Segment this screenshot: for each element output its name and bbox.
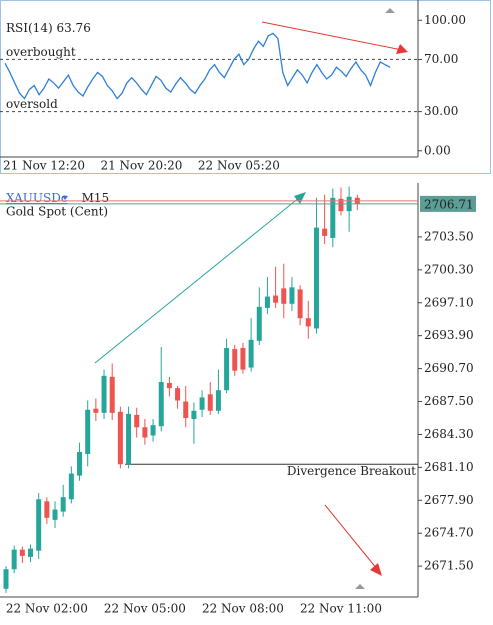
x-tick-label: 22 Nov 05:20 [198, 159, 280, 173]
y-tick-label: 2681.10 [424, 460, 474, 474]
y-tick-label: 2671.50 [424, 559, 474, 573]
candle-body [101, 375, 107, 413]
arrow-head [294, 192, 306, 204]
candle-body [166, 383, 172, 389]
last-price-label: 2706.71 [424, 197, 474, 211]
candle-body [232, 349, 238, 371]
candle-body [338, 198, 344, 212]
timeframe: M15 [82, 191, 110, 205]
candle-body [207, 394, 213, 411]
candle-body [313, 227, 319, 329]
indicator-header: RSI(14) 63.76 [6, 21, 91, 35]
candle-body [330, 197, 336, 238]
last-price-box [420, 195, 476, 212]
candle-body [305, 318, 311, 327]
y-tick-label: 2690.70 [424, 361, 474, 375]
candle-body [126, 413, 132, 465]
y-tick-label: 2703.50 [424, 229, 474, 243]
symbol-header: XAUUSDc M15 [6, 191, 109, 205]
candle-body [28, 548, 34, 557]
y-tick-label: 2693.90 [424, 328, 474, 342]
y-tick-label: 2697.10 [424, 295, 474, 309]
candle-body [77, 451, 83, 476]
candle-body [117, 411, 123, 465]
candle-body [3, 569, 9, 589]
candle-body [68, 473, 74, 500]
rsi-line [4, 32, 391, 100]
trend-arrow [324, 504, 378, 570]
candle-body [281, 288, 287, 304]
candle-body [36, 499, 42, 551]
level-label: overbought [6, 45, 76, 59]
candle-body [215, 390, 221, 411]
candle-body [175, 388, 181, 401]
candle-body [191, 410, 197, 420]
candle-body [19, 549, 25, 556]
candle-body [134, 414, 140, 428]
x-tick-label: 21 Nov 20:20 [100, 159, 182, 173]
candle-body [273, 295, 279, 303]
level-label: oversold [6, 97, 58, 111]
x-tick-label: 22 Nov 02:00 [6, 602, 88, 616]
candle-body [52, 509, 58, 520]
candle-body [109, 376, 115, 413]
y-tick-label: 2674.70 [424, 526, 474, 540]
indicator-value: 63.76 [56, 21, 90, 35]
candle-body [224, 348, 230, 391]
arrow-head [370, 563, 382, 576]
y-tick-label: 0.00 [424, 143, 451, 157]
annotation-label: Divergence Breakout [287, 464, 416, 478]
y-tick-label: 2687.50 [424, 394, 474, 408]
candle-body [44, 501, 50, 518]
x-tick-label: 22 Nov 11:00 [300, 602, 382, 616]
candle-body [240, 348, 246, 370]
candle-body [158, 381, 164, 427]
candle-body [93, 408, 99, 413]
trend-arrow [261, 21, 403, 51]
indicator-frame [0, 0, 491, 174]
candle-body [60, 497, 66, 512]
candle-body [256, 306, 262, 341]
candle-body [183, 401, 189, 418]
x-tick-label: 22 Nov 08:00 [202, 602, 284, 616]
y-tick-label: 30.00 [424, 104, 458, 118]
x-tick-label: 22 Nov 05:00 [104, 602, 186, 616]
candle-body [297, 289, 303, 319]
indicator-name: RSI(14) [6, 21, 53, 35]
candle-body [150, 425, 156, 436]
candle-body [199, 397, 205, 410]
description: Gold Spot (Cent) [6, 205, 108, 219]
y-tick-label: 100.00 [424, 13, 466, 27]
symbol-dropdown[interactable] [62, 196, 68, 200]
candle-body [11, 549, 17, 570]
y-tick-label: 2677.90 [424, 493, 474, 507]
scroll-marker [355, 584, 365, 589]
candle-body [289, 287, 295, 304]
candle-body [264, 296, 270, 308]
symbol[interactable]: XAUUSDc [6, 191, 68, 205]
candle-body [248, 339, 254, 368]
x-tick-label: 21 Nov 12:20 [3, 159, 85, 173]
candle-body [85, 409, 91, 454]
y-tick-label: 2700.30 [424, 262, 474, 276]
trend-arrow [94, 196, 301, 364]
scroll-marker [385, 8, 395, 13]
candle-body [322, 228, 328, 236]
y-tick-label: 70.00 [424, 52, 458, 66]
arrow-head [396, 44, 408, 54]
candle-body [142, 427, 148, 438]
y-tick-label: 2684.30 [424, 427, 474, 441]
